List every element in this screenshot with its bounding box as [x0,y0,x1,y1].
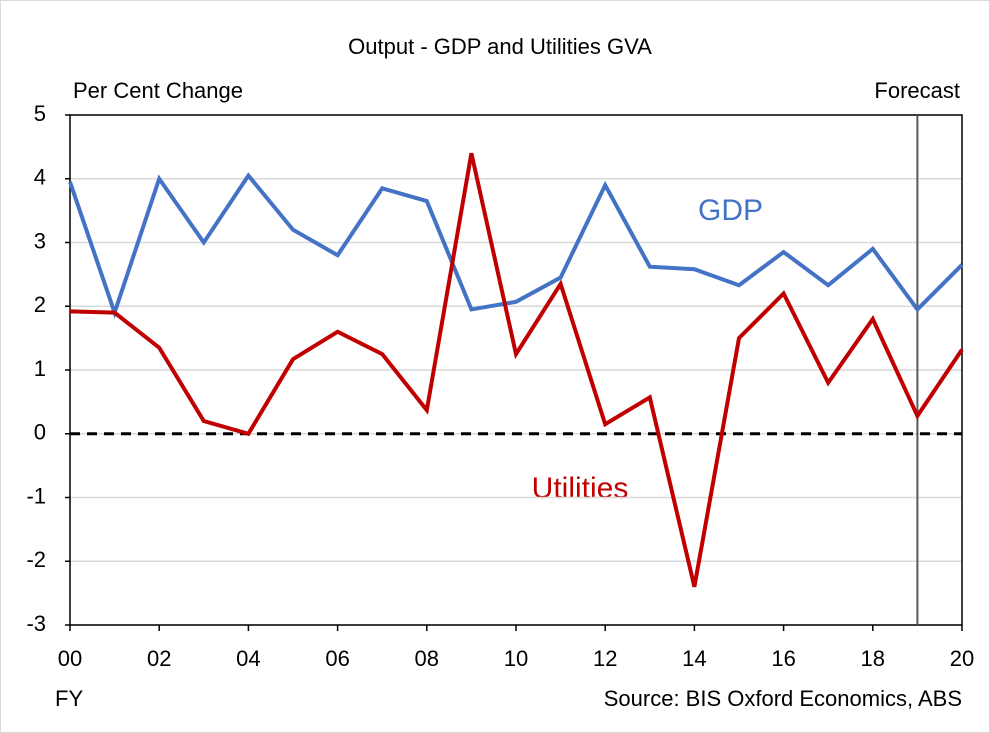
x-tick-label: 08 [415,646,439,671]
x-tick-label: 14 [682,646,706,671]
x-tick-label: 20 [950,646,974,671]
y-tick-label: 1 [34,356,46,381]
y-tick-label: 0 [34,420,46,445]
series-label: GDP [698,194,763,227]
source: Source: BIS Oxford Economics, ABS [604,686,962,711]
x-tick-label: 10 [504,646,528,671]
y-tick-label: -3 [26,611,46,636]
plot-border [69,114,963,626]
x-tick-label: 06 [325,646,349,671]
x-axis-label: FY [55,686,83,711]
forecast-label: Forecast [874,78,960,103]
x-tick-label: 12 [593,646,617,671]
y-tick-label: 4 [34,165,46,190]
y-tick-label: -1 [26,483,46,508]
x-tick-label: 04 [236,646,260,671]
x-tick-label: 02 [147,646,171,671]
series-label: Utilities [532,472,629,505]
series-line [68,172,964,319]
x-tick-label: 16 [771,646,795,671]
y-axis-label: Per Cent Change [73,78,243,103]
series-line [69,152,964,588]
y-tick-label: 3 [34,228,46,253]
y-tick-label: -2 [26,547,46,572]
x-tick-label: 18 [861,646,885,671]
y-tick-label: 5 [34,101,46,126]
y-tick-label: 2 [34,292,46,317]
x-tick-label: 00 [58,646,82,671]
chart-title: Output - GDP and Utilities GVA [348,34,652,59]
